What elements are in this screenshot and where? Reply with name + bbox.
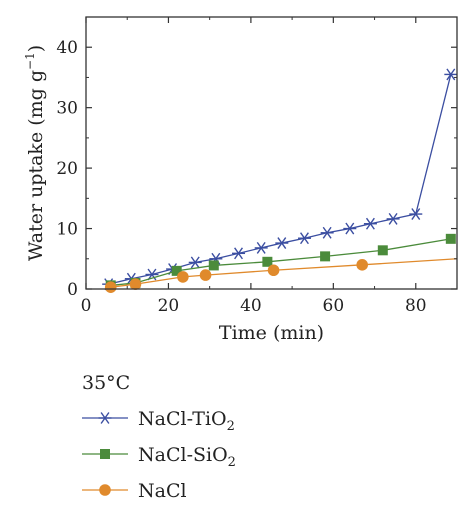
data-point-nacl-sio2 <box>445 233 456 244</box>
x-tick-label: 0 <box>81 296 92 316</box>
data-point-nacl <box>356 259 368 271</box>
y-tick-label: 20 <box>56 159 78 179</box>
data-point-nacl <box>129 278 142 290</box>
y-tick-label: 30 <box>56 99 78 119</box>
data-point-nacl <box>177 271 189 283</box>
data-point-nacl-sio2 <box>377 245 388 256</box>
legend-marker <box>99 484 111 496</box>
y-axis-title: Water uptake (mg g−1) <box>23 45 47 261</box>
data-point-nacl-tio2 <box>297 232 311 245</box>
data-point-nacl-sio2 <box>320 251 331 262</box>
x-tick-label: 40 <box>240 296 262 316</box>
legend-label: NaCl-TiO2 <box>138 408 235 434</box>
data-point-nacl-tio2 <box>254 241 268 254</box>
legend-item-nacl: NaCl <box>82 480 187 502</box>
data-point-nacl-sio2 <box>208 260 219 271</box>
data-point-nacl-tio2 <box>409 208 423 220</box>
axes: 0 20 40 60 80 0 10 20 30 40 Time (min) Water uptake… <box>23 16 458 344</box>
y-tick-label: 40 <box>56 38 78 58</box>
data-point-nacl-tio2 <box>145 268 159 281</box>
data-point-nacl-tio2 <box>232 247 246 260</box>
x-tick-label: 60 <box>323 296 345 316</box>
y-tick-label: 0 <box>67 280 78 300</box>
legend-item-nacl-sio2: NaCl-SiO2 <box>82 444 236 470</box>
legend-marker <box>98 412 112 424</box>
legend-item-nacl-tio2: NaCl-TiO2 <box>82 408 235 434</box>
plot-area <box>102 68 458 293</box>
x-tick-label: 80 <box>405 296 427 316</box>
data-point-nacl-tio2 <box>343 222 357 235</box>
data-point-nacl-sio2 <box>171 265 182 276</box>
legend: 35°C NaCl-TiO2 NaCl-SiO2 NaCl <box>82 372 236 502</box>
y-tick-label: 10 <box>56 220 78 240</box>
series-line-nacl-sio2 <box>110 238 451 287</box>
series-line-nacl <box>110 258 458 288</box>
data-point-nacl <box>199 269 212 281</box>
axes-frame <box>85 16 458 290</box>
x-axis-title: Time (min) <box>219 322 324 344</box>
data-point-nacl-tio2 <box>363 217 377 230</box>
legend-title: 35°C <box>82 372 130 394</box>
x-tick-label: 20 <box>158 296 180 316</box>
series-line-nacl-tio2 <box>108 74 452 285</box>
data-point-nacl-tio2 <box>320 226 334 239</box>
data-point-nacl-tio2 <box>386 212 400 225</box>
data-point-nacl <box>267 264 280 277</box>
data-point-nacl-sio2 <box>262 256 273 267</box>
legend-label: NaCl <box>138 480 187 502</box>
data-point-nacl-tio2 <box>275 237 289 249</box>
data-point-nacl-tio2 <box>188 256 202 269</box>
data-point-nacl-tio2 <box>444 68 458 81</box>
legend-marker <box>100 449 110 459</box>
data-point-nacl <box>104 281 117 293</box>
legend-label: NaCl-SiO2 <box>138 444 236 470</box>
